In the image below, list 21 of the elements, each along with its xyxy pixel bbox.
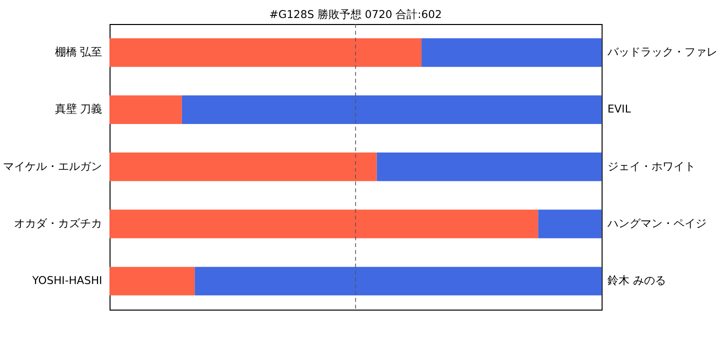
bar [194,266,602,296]
bar [110,38,422,67]
bar [422,38,602,67]
y2-tick-label: EVIL [608,102,631,116]
y2-tick-label: ハングマン・ペイジ [606,216,706,230]
bar [376,152,602,182]
bar [110,152,377,182]
y-tick-label: YOSHI-HASHI [31,274,102,288]
y2-tick-label: バッドラック・ファレ [606,46,718,59]
y-tick-label: 棚橋 弘至 [54,46,102,59]
y-tick-label: マイケル・エルガン [3,160,102,173]
bar [182,95,602,124]
bar [110,266,195,296]
bar [110,95,182,124]
chart-title: #G128S 勝敗予想 0720 合計:602 [269,8,442,21]
bar [538,210,602,238]
y-tick-label: 真壁 刀義 [54,102,102,116]
y-tick-label: オカダ・カズチカ [14,216,102,230]
bar [110,210,538,238]
y2-tick-label: ジェイ・ホワイト [608,160,696,173]
y2-tick-label: 鈴木 みのる [608,274,666,288]
